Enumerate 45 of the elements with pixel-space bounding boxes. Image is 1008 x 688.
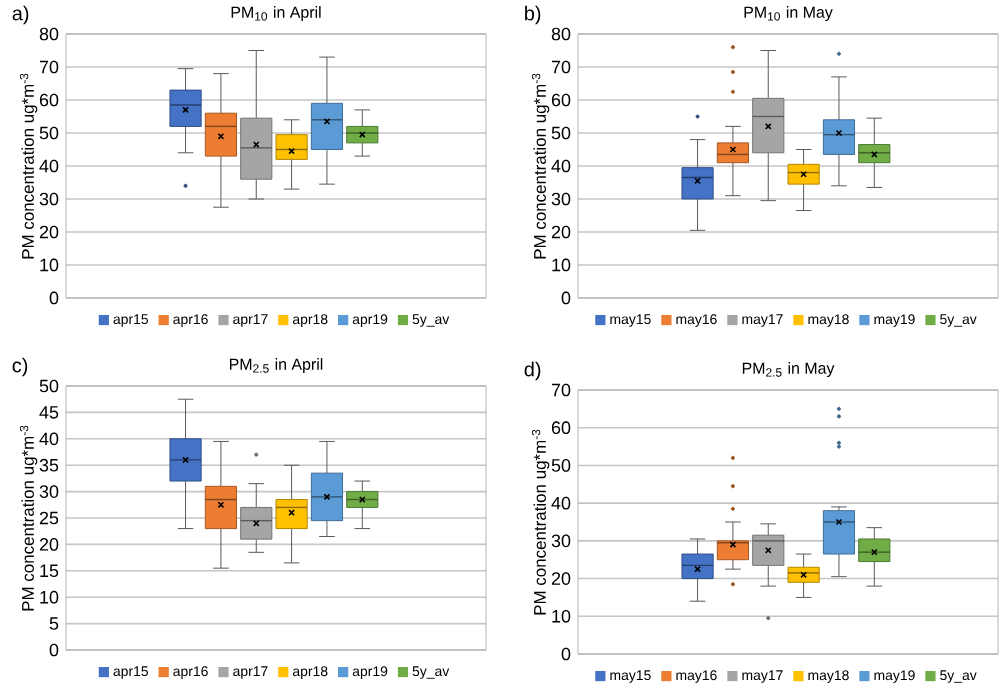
text: d) (524, 361, 541, 381)
y-tick-label: 30 (39, 192, 59, 206)
y-tick-label: 80 (551, 27, 571, 41)
y-tick-label: 40 (551, 496, 571, 510)
y-tick-label: 0 (561, 291, 571, 305)
y-tick-label: 0 (561, 647, 571, 661)
y-tick-label: 70 (551, 60, 571, 74)
y-tick-label: 45 (39, 406, 59, 419)
y-tick-label: 50 (39, 379, 59, 393)
y-tick-label: 70 (39, 60, 59, 74)
y-tick-label: 60 (551, 421, 571, 435)
y-tick-label: 60 (551, 93, 571, 107)
y-tick-label: 30 (551, 534, 571, 548)
y-tick-label: 20 (551, 572, 571, 585)
y-tick-label: 20 (39, 538, 59, 551)
y-tick-label: 10 (40, 590, 59, 604)
y-tick-label: 25 (39, 511, 59, 525)
y-tick-label: 80 (39, 27, 59, 41)
y-tick-label: 30 (551, 192, 571, 206)
y-axis-title: PM concentration ug*m$^{-3}$ (531, 429, 550, 615)
y-tick-label: 40 (551, 159, 571, 173)
y-tick-label: 60 (39, 93, 59, 107)
y-tick-label: 30 (39, 485, 59, 498)
y-tick-label: 5 (49, 617, 59, 630)
y-tick-label: 50 (39, 126, 59, 140)
y-tick-label: 70 (551, 383, 571, 397)
y-tick-label: 10 (40, 258, 59, 272)
y-tick-label: 40 (39, 432, 59, 446)
y-tick-label: 50 (551, 126, 571, 140)
text: c) (12, 357, 28, 377)
y-tick-label: 50 (551, 459, 571, 472)
text: b) (525, 5, 541, 25)
y-tick-label: 20 (39, 225, 59, 239)
y-tick-label: 10 (552, 258, 571, 272)
y-tick-label: 40 (39, 159, 59, 173)
y-tick-label: 0 (49, 291, 59, 305)
y-tick-label: 35 (39, 458, 59, 472)
y-tick-label: 20 (551, 225, 571, 239)
y-axis-title: PM concentration ug*m$^{-3}$ (19, 73, 38, 259)
text: a) (12, 5, 29, 25)
y-tick-label: 0 (49, 643, 59, 657)
y-tick-label: 15 (40, 564, 59, 578)
y-tick-label: 10 (552, 609, 571, 623)
y-axis-title: PM concentration ug*m$^{-3}$ (531, 73, 550, 259)
y-axis-title: PM concentration ug*m$^{-3}$ (19, 425, 38, 611)
